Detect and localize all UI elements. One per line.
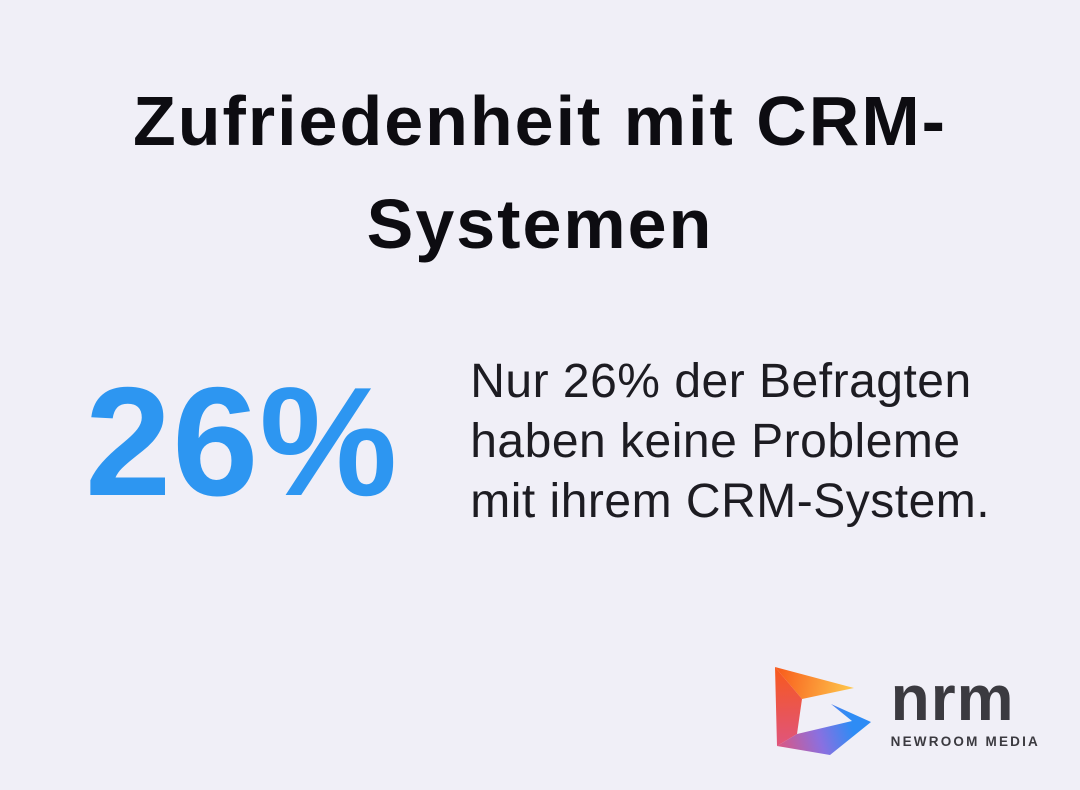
newroom-media-logo-icon: [774, 667, 871, 755]
page-title-line-2: Systemen: [366, 185, 714, 263]
logo-wordmark: nrm: [890, 662, 1015, 734]
logo-tagline: NEWROOM MEDIA: [890, 734, 1040, 749]
stat-section: 26% Nur 26% der Befragten haben keine Pr…: [0, 352, 1080, 532]
stat-description-line-3: mit ihrem CRM-System.: [470, 475, 991, 528]
stat-description-line-2: haben keine Probleme: [470, 415, 961, 468]
page-title: Zufriedenheit mit CRM- Systemen: [0, 0, 1080, 276]
stat-description-line-1: Nur 26% der Befragten: [470, 355, 972, 408]
stat-percentage: 26%: [85, 354, 399, 528]
stat-description: Nur 26% der Befragten haben keine Proble…: [470, 352, 990, 532]
brand-logo: nrm NEWROOM MEDIA: [774, 662, 1040, 756]
page-title-line-1: Zufriedenheit mit CRM-: [133, 82, 947, 160]
brand-text: nrm NEWROOM MEDIA: [890, 662, 1040, 749]
